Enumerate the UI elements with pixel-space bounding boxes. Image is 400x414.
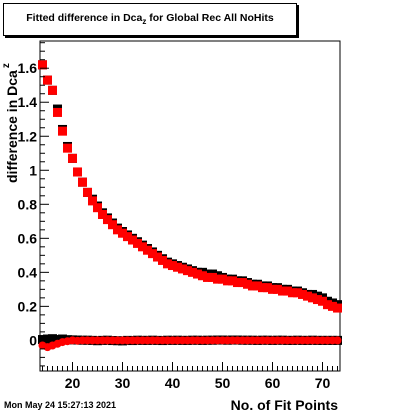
- series-1-point-43: [253, 281, 262, 291]
- chart-title-rest: for Global Rec All NoHits: [146, 12, 274, 25]
- chart-title: Fitted difference in Dcaz for Global Rec…: [26, 12, 273, 26]
- series-1-point-58: [328, 301, 337, 311]
- data-marks: [38, 60, 342, 352]
- series-1-point-40: [238, 278, 247, 288]
- series-1-point-46: [268, 284, 277, 294]
- series-1-point-6: [68, 153, 77, 163]
- x-tick-label: 30: [115, 375, 131, 391]
- series-1-point-44: [258, 283, 267, 293]
- series-1-point-25: [163, 259, 172, 269]
- series-1-point-30: [188, 267, 197, 277]
- series-1-point-17: [123, 232, 132, 242]
- y-tick-label: 0.4: [18, 264, 38, 280]
- series-1-point-20: [138, 242, 147, 252]
- series-1-point-4: [58, 126, 67, 136]
- y-tick-label: 0.8: [18, 196, 38, 212]
- series-1-point-7: [73, 167, 82, 177]
- series-1-point-49: [283, 286, 292, 296]
- series-1-point-56: [318, 296, 327, 306]
- series-1-point-27: [173, 262, 182, 272]
- series-1-point-33: [203, 272, 212, 282]
- series-1-point-12: [98, 210, 107, 220]
- series-1-point-16: [118, 228, 127, 238]
- y-tick-label: 0: [29, 332, 37, 348]
- series-1-point-0: [38, 60, 47, 70]
- chart-title-box: Fitted difference in Dcaz for Global Rec…: [3, 3, 297, 36]
- series-1-point-29: [183, 266, 192, 276]
- series-1-point-52: [298, 289, 307, 299]
- series-1-point-24: [158, 255, 167, 265]
- x-tick-label: 60: [265, 375, 281, 391]
- y-axis-label: difference in Dca z: [1, 63, 20, 183]
- series-1-point-45: [263, 283, 272, 293]
- series-1-point-55: [313, 295, 322, 305]
- y-axis-label-subscript: z: [1, 63, 12, 68]
- series-1-point-14: [108, 220, 117, 230]
- chart-title-subscript: z: [142, 17, 147, 27]
- series-1-point-23: [153, 252, 162, 262]
- series-1-point-11: [93, 203, 102, 213]
- x-tick-label: 20: [65, 375, 81, 391]
- series-1-point-47: [273, 284, 282, 294]
- y-tick-label: 1.6: [18, 60, 38, 76]
- series-1-point-42: [248, 281, 257, 291]
- y-tick-label: 1.2: [18, 128, 38, 144]
- y-tick-label: 0.2: [18, 298, 38, 314]
- series-1-point-8: [78, 177, 87, 187]
- series-1-point-32: [198, 271, 207, 281]
- svg-text:difference in Dcaz: difference in Dca z: [1, 63, 20, 183]
- series-1-point-39: [233, 278, 242, 288]
- series-2-point-0: [38, 335, 47, 345]
- series-1-point-9: [83, 187, 92, 197]
- series-1-point-59: [333, 303, 342, 313]
- x-tick-label: 50: [215, 375, 231, 391]
- series-3-point-59: [333, 336, 342, 345]
- series-1-point-28: [178, 264, 187, 274]
- series-1-point-41: [243, 279, 252, 289]
- series-1-point-13: [103, 215, 112, 225]
- series-1-point-18: [128, 235, 137, 245]
- y-tick-label: 1.4: [18, 94, 38, 110]
- series-1-point-38: [228, 276, 237, 286]
- series-1-point-15: [113, 225, 122, 235]
- series-1-point-48: [278, 286, 287, 296]
- series-1-point-19: [133, 238, 142, 248]
- series-1-point-2: [48, 85, 57, 95]
- x-tick-label: 70: [315, 375, 331, 391]
- axes: 20 30 40 50 60 70 0 0.2 0.4 0.6 0.8 1 1.2 1.4 1.6: [18, 42, 338, 391]
- series-1-point-10: [88, 196, 97, 206]
- series-1-point-21: [143, 245, 152, 255]
- series-1-point-35: [213, 274, 222, 284]
- series-1-point-31: [193, 269, 202, 279]
- y-tick-label: 1: [29, 162, 37, 178]
- series-2-point-3: [53, 335, 62, 345]
- series-1-point-22: [148, 249, 157, 259]
- series-1-point-34: [208, 272, 217, 282]
- series-1-point-50: [288, 288, 297, 298]
- plot-frame: [39, 40, 341, 372]
- series-1-point-54: [308, 293, 317, 303]
- series-1-point-1: [43, 75, 52, 85]
- x-axis-label: No. of Fit Points: [231, 397, 339, 413]
- series-1-point-37: [223, 276, 232, 286]
- series-1-point-51: [293, 288, 302, 298]
- series-1-point-53: [303, 291, 312, 301]
- y-axis-label-main: difference in Dca: [4, 70, 20, 183]
- x-tick-label: 40: [165, 375, 181, 391]
- series-1-point-5: [63, 143, 72, 153]
- series-1-point-3: [53, 107, 62, 117]
- series-1-point-57: [323, 300, 332, 310]
- series-1-point-26: [168, 261, 177, 271]
- series-2-point-1: [43, 334, 52, 344]
- chart-title-main: Fitted difference in Dca: [26, 12, 143, 25]
- series-1-point-36: [218, 274, 227, 284]
- series-2-point-2: [48, 334, 57, 344]
- timestamp: Mon May 24 15:27:13 2021: [4, 400, 117, 410]
- y-tick-label: 0.6: [18, 230, 38, 246]
